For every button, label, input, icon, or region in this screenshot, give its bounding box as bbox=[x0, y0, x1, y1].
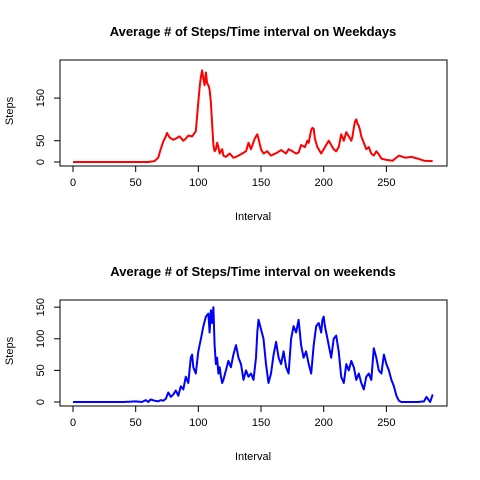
y-axis-label: Steps bbox=[4, 336, 16, 365]
weekends-chart: Average # of Steps/Time interval on week… bbox=[4, 264, 448, 463]
y-tick-label: 0 bbox=[35, 399, 47, 405]
x-tick-label: 150 bbox=[252, 177, 270, 189]
y-tick-label: 50 bbox=[35, 364, 47, 376]
weekdays-chart: Average # of Steps/Time interval on Week… bbox=[4, 24, 448, 223]
x-tick-label: 200 bbox=[315, 177, 333, 189]
y-tick-label: 100 bbox=[35, 330, 47, 348]
x-axis-label: Interval bbox=[235, 451, 271, 463]
x-tick-label: 0 bbox=[70, 177, 76, 189]
y-axis-label: Steps bbox=[4, 96, 16, 125]
y-tick-label: 0 bbox=[35, 159, 47, 165]
x-tick-label: 200 bbox=[315, 417, 333, 429]
x-tick-label: 150 bbox=[252, 417, 270, 429]
chart-title: Average # of Steps/Time interval on Week… bbox=[110, 24, 397, 39]
x-tick-label: 100 bbox=[189, 177, 207, 189]
y-tick-label: 50 bbox=[35, 135, 47, 147]
y-tick-label: 150 bbox=[35, 89, 47, 107]
x-tick-label: 50 bbox=[130, 177, 142, 189]
x-tick-label: 250 bbox=[377, 417, 395, 429]
x-tick-label: 50 bbox=[130, 417, 142, 429]
chart-title: Average # of Steps/Time interval on week… bbox=[110, 264, 395, 279]
x-tick-label: 250 bbox=[377, 177, 395, 189]
x-tick-label: 0 bbox=[70, 417, 76, 429]
plot-frame bbox=[59, 299, 448, 407]
plot-frame bbox=[59, 59, 448, 167]
series-line bbox=[73, 69, 433, 163]
x-tick-label: 100 bbox=[189, 417, 207, 429]
series-line bbox=[73, 306, 434, 403]
y-tick-label: 150 bbox=[35, 298, 47, 316]
x-axis-label: Interval bbox=[235, 211, 271, 223]
